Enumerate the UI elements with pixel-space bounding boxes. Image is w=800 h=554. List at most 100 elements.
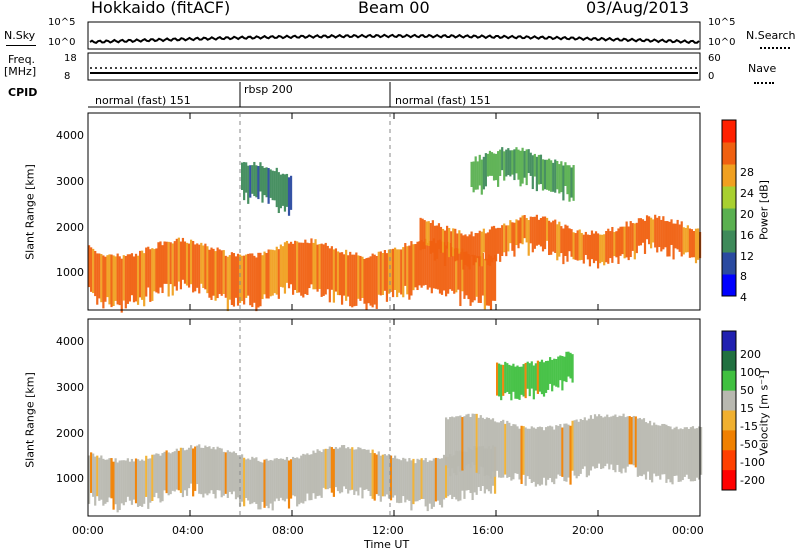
power-cbar-tick-3: 16 (740, 229, 754, 242)
velocity-data-marks (88, 351, 703, 513)
power-mark (263, 251, 266, 295)
power-mark (106, 255, 109, 298)
velocity-colorbar (722, 331, 736, 491)
power-colorbar-segment (722, 120, 736, 143)
power-mark (656, 217, 659, 253)
power-mark (479, 256, 482, 303)
power-colorbar-segment (722, 142, 736, 165)
velocity-cbar-tick-1: 100 (740, 366, 761, 379)
velocity-mark (542, 430, 546, 478)
velocity-mark (406, 461, 409, 500)
power-mark (545, 217, 549, 241)
velocity-mark (534, 363, 537, 391)
velocity-mark (447, 419, 450, 468)
noise-trace (89, 33, 700, 45)
velocity-mark (496, 422, 499, 471)
power-mark (464, 234, 467, 265)
power-mark (363, 258, 366, 304)
power-mark (365, 258, 368, 311)
velocity-mark (208, 446, 211, 494)
power-mark (543, 216, 547, 250)
velocity-mark (477, 417, 480, 474)
power-mark (572, 165, 575, 201)
power-mark (564, 224, 567, 256)
velocity-mark (212, 447, 215, 494)
beam-title: Beam 00 (358, 0, 430, 17)
nsky-underline (6, 45, 36, 46)
power-mark (347, 255, 350, 297)
velocity-mark (251, 456, 254, 504)
power-mark (497, 151, 500, 187)
power-mark (292, 243, 295, 295)
power-mark (678, 224, 681, 252)
velocity-mark (226, 450, 229, 498)
power-mark (357, 255, 360, 299)
power-mark (412, 244, 415, 291)
power-mark (652, 219, 655, 243)
power-mark (529, 216, 532, 244)
power-mark (469, 255, 472, 306)
velocity-mark (253, 458, 256, 503)
power-mark (332, 249, 335, 303)
velocity-mark (218, 447, 221, 491)
velocity-mark (445, 417, 448, 466)
velocity-mark (453, 417, 456, 474)
power-mark (396, 249, 399, 298)
velocity-mark (520, 366, 523, 395)
power-mark (110, 254, 113, 308)
power-mark (529, 152, 532, 176)
power-colorbar (722, 120, 736, 297)
velocity-ytick-3000: 3000 (56, 381, 84, 394)
power-mark (509, 220, 512, 244)
power-mark (459, 251, 462, 307)
velocity-mark (387, 454, 391, 499)
velocity-mark (473, 413, 476, 466)
power-cbar-tick-0: 28 (740, 166, 754, 179)
velocity-mark (587, 418, 590, 476)
power-mark (550, 222, 553, 255)
power-mark (531, 155, 534, 190)
power-cbar-tick-4: 12 (740, 250, 754, 263)
velocity-mark (559, 424, 562, 476)
velocity-mark (447, 456, 450, 497)
xtick-5: 20:00 (572, 524, 604, 537)
power-mark (128, 254, 131, 302)
power-mark (312, 242, 315, 290)
velocity-mark (263, 459, 266, 508)
power-mark (550, 160, 553, 192)
velocity-mark (455, 416, 458, 476)
velocity-mark (532, 427, 535, 482)
power-mark (631, 223, 634, 251)
noise-right-tick-top: 10^5 (708, 17, 736, 28)
velocity-mark (624, 417, 627, 473)
velocity-mark (557, 425, 560, 475)
power-mark (423, 220, 426, 249)
velocity-mark (283, 459, 287, 502)
velocity-mark (220, 448, 223, 498)
cpid-segment-1: normal (fast) 151 (95, 94, 191, 107)
velocity-mark (498, 363, 501, 397)
power-mark (265, 167, 268, 198)
power-mark (394, 247, 397, 291)
xtick-6: 00:00 (672, 524, 704, 537)
power-mark (475, 255, 478, 297)
power-mark (607, 228, 610, 264)
power-mark (236, 253, 240, 306)
velocity-colorbar-segment (722, 430, 736, 451)
power-mark (560, 226, 563, 254)
velocity-mark (404, 458, 407, 503)
power-mark (515, 219, 518, 246)
power-mark (491, 257, 495, 301)
power-data-marks (88, 147, 702, 313)
power-colorbar-segment (722, 274, 736, 297)
velocity-mark (94, 456, 97, 506)
velocity-mark (206, 447, 209, 496)
power-mark (472, 236, 475, 266)
velocity-mark (571, 354, 574, 383)
power-mark (328, 248, 331, 303)
noise-left-tick-bottom: 10^0 (48, 37, 76, 48)
power-mark (275, 246, 278, 295)
velocity-mark (581, 420, 584, 469)
power-mark (279, 244, 282, 287)
velocity-mark (157, 453, 160, 499)
